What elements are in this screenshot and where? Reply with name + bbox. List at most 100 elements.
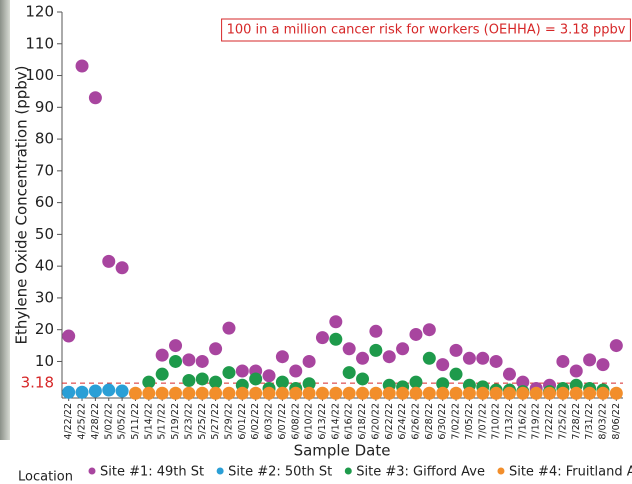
- x-tick-label: 5/29/22: [223, 403, 234, 440]
- x-tick-label: 5/11/22: [130, 403, 141, 440]
- marker: [396, 342, 409, 355]
- marker: [343, 366, 356, 379]
- marker: [76, 386, 89, 399]
- marker: [196, 355, 209, 368]
- y-axis-title: Ethylene Oxide Concentration (ppbv): [13, 65, 31, 344]
- marker: [490, 355, 503, 368]
- x-tick-label: 7/02/22: [451, 403, 462, 440]
- marker: [236, 387, 249, 400]
- marker: [409, 328, 422, 341]
- y-tick-label: 20: [35, 320, 54, 338]
- marker: [142, 387, 155, 400]
- marker: [236, 364, 249, 377]
- marker: [450, 368, 463, 381]
- x-tick-label: 6/30/22: [437, 403, 448, 440]
- y-tick-label: 10: [35, 352, 54, 370]
- x-tick-label: 5/19/22: [170, 403, 181, 440]
- x-tick-label: 4/25/22: [77, 403, 88, 440]
- marker: [169, 387, 182, 400]
- marker: [423, 387, 436, 400]
- marker: [463, 352, 476, 365]
- marker: [289, 364, 302, 377]
- reference-label: 3.18: [21, 374, 54, 392]
- marker: [249, 372, 262, 385]
- x-tick-label: 6/07/22: [277, 403, 288, 440]
- marker: [343, 387, 356, 400]
- y-tick-label: 100: [25, 66, 54, 84]
- marker: [343, 342, 356, 355]
- marker: [142, 376, 155, 389]
- marker: [196, 387, 209, 400]
- x-tick-label: 6/01/22: [237, 403, 248, 440]
- x-tick-label: 7/19/22: [531, 403, 542, 440]
- x-tick-label: 6/20/22: [370, 403, 381, 440]
- marker: [423, 352, 436, 365]
- legend-title: Location: [18, 470, 73, 484]
- y-tick-label: 110: [25, 34, 54, 52]
- legend-label: Site #2: 50th St: [228, 465, 332, 480]
- marker: [463, 387, 476, 400]
- chart: Ethylene Oxide Concentration (ppbv) Samp…: [0, 0, 632, 484]
- marker: [503, 387, 516, 400]
- legend-label: Site #4: Fruitland Ave: [509, 465, 632, 480]
- marker: [316, 387, 329, 400]
- x-tick-label: 6/22/22: [384, 403, 395, 440]
- legend-marker: [345, 468, 352, 475]
- marker: [356, 387, 369, 400]
- marker: [369, 344, 382, 357]
- marker: [556, 355, 569, 368]
- marker: [583, 387, 596, 400]
- x-tick-label: 6/02/22: [250, 403, 261, 440]
- x-tick-label: 8/06/22: [611, 403, 622, 440]
- legend-marker: [497, 468, 504, 475]
- marker: [209, 376, 222, 389]
- y-tick-label: 120: [25, 3, 54, 21]
- marker: [369, 387, 382, 400]
- x-tick-label: 7/10/22: [491, 403, 502, 440]
- marker: [369, 325, 382, 338]
- marker: [516, 387, 529, 400]
- x-tick-label: 8/03/22: [597, 403, 608, 440]
- x-axis-title: Sample Date: [294, 442, 391, 460]
- marker: [169, 355, 182, 368]
- x-tick-label: 6/08/22: [290, 403, 301, 440]
- x-tick-label: 4/22/22: [63, 403, 74, 440]
- x-tick-label: 7/05/22: [464, 403, 475, 440]
- marker: [182, 353, 195, 366]
- marker: [102, 255, 115, 268]
- legend-marker: [217, 468, 224, 475]
- marker: [196, 372, 209, 385]
- x-tick-label: 6/10/22: [304, 403, 315, 440]
- marker: [156, 387, 169, 400]
- x-tick-label: 5/02/22: [103, 403, 114, 440]
- x-tick-label: 7/07/22: [477, 403, 488, 440]
- marker: [610, 339, 623, 352]
- marker: [156, 349, 169, 362]
- marker: [570, 364, 583, 377]
- marker: [316, 331, 329, 344]
- x-tick-label: 7/28/22: [571, 403, 582, 440]
- x-tick-label: 6/18/22: [357, 403, 368, 440]
- legend-marker: [89, 468, 96, 475]
- x-tick-label: 7/25/22: [557, 403, 568, 440]
- marker: [490, 387, 503, 400]
- x-tick-label: 5/14/22: [143, 403, 154, 440]
- x-tick-label: 4/28/22: [90, 403, 101, 440]
- x-tick-label: 5/25/22: [197, 403, 208, 440]
- marker: [116, 261, 129, 274]
- marker: [503, 368, 516, 381]
- marker: [543, 387, 556, 400]
- x-tick-label: 7/16/22: [517, 403, 528, 440]
- marker: [450, 344, 463, 357]
- marker: [329, 315, 342, 328]
- y-tick-label: 80: [35, 130, 54, 148]
- marker: [222, 322, 235, 335]
- marker: [450, 387, 463, 400]
- legend-label: Site #3: Gifford Ave: [356, 465, 485, 480]
- marker: [329, 387, 342, 400]
- marker: [303, 355, 316, 368]
- marker: [409, 376, 422, 389]
- marker: [209, 342, 222, 355]
- y-tick-label: 70: [35, 161, 54, 179]
- marker: [436, 387, 449, 400]
